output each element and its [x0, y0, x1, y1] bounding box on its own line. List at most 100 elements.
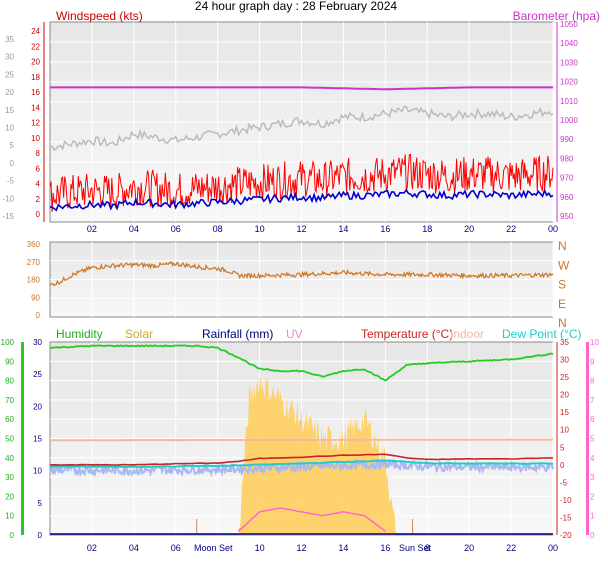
wind-average-line: [49, 188, 554, 212]
direction-tick: 270: [27, 258, 41, 267]
legend-uv: UV: [286, 327, 303, 341]
humidity-tick: 90: [5, 357, 14, 366]
hour-tick-label: 20: [464, 224, 474, 234]
hour-tick-label: 06: [171, 224, 181, 234]
legend-indoor: Indoor: [450, 327, 484, 341]
humidity-tick: 40: [5, 454, 14, 463]
baro-tick: 970: [560, 174, 574, 183]
wind-direction-line: [49, 260, 554, 287]
wind-red-tick: 8: [36, 149, 41, 158]
uv-tick: 6: [590, 415, 595, 424]
rain-tick: 20: [33, 402, 42, 411]
baro-tick: 1010: [560, 97, 578, 106]
uv-tick: 7: [590, 396, 595, 405]
hour-tick-label: 16: [380, 543, 390, 553]
humidity-tick: 10: [5, 512, 14, 521]
wind-red-tick: 20: [31, 58, 40, 67]
baro-tick: 1030: [560, 58, 578, 67]
compass-label: N: [558, 239, 567, 253]
rain-tick: 0: [38, 531, 43, 540]
wind-gray-tick: 25: [5, 70, 14, 79]
wind-red-tick: 6: [36, 164, 41, 173]
hour-tick-label: 22: [506, 224, 516, 234]
baro-tick: 960: [560, 193, 574, 202]
wind-gray-tick: 10: [5, 124, 14, 133]
temp-tick: 5: [560, 443, 565, 452]
temp-tick: 35: [560, 338, 569, 347]
humidity-tick: 100: [1, 338, 15, 347]
hour-tick-label: 20: [464, 543, 474, 553]
wind-red-tick: 12: [31, 119, 40, 128]
wind-red-tick: 16: [31, 88, 40, 97]
direction-tick: 90: [31, 293, 40, 302]
uv-tick: 4: [590, 454, 595, 463]
legend-rainfall: Rainfall (mm): [202, 327, 273, 341]
hour-tick-label: 14: [338, 543, 348, 553]
baro-tick: 950: [560, 212, 574, 221]
uv-tick: 9: [590, 357, 595, 366]
baro-tick: 990: [560, 135, 574, 144]
humidity-tick: 0: [10, 531, 15, 540]
wind-red-tick: 10: [31, 134, 40, 143]
baro-tick: 1040: [560, 39, 578, 48]
uv-tick: 5: [590, 435, 595, 444]
rain-tick: 25: [33, 370, 42, 379]
humidity-line: [49, 344, 554, 382]
legend-humidity: Humidity: [56, 327, 103, 341]
temp-tick: 0: [560, 461, 565, 470]
wind-red-tick: 0: [36, 210, 41, 219]
hour-tick-label: 04: [129, 224, 139, 234]
hour-tick-label: 02: [87, 224, 97, 234]
wind-red-tick: 2: [36, 195, 41, 204]
rain-tick: 15: [33, 435, 42, 444]
rain-tick: 10: [33, 467, 42, 476]
temp-tick: 25: [560, 373, 569, 382]
hour-tick-label: 04: [129, 543, 139, 553]
direction-tick: 180: [27, 276, 41, 285]
hour-tick-label: 14: [338, 224, 348, 234]
humidity-tick: 80: [5, 377, 14, 386]
hour-tick-label: 22: [506, 543, 516, 553]
wind-gray-tick: 0: [10, 159, 15, 168]
legend-dewpoint: Dew Point (°C): [502, 327, 581, 341]
indoor-line: [49, 438, 553, 442]
windspeed-line: [49, 153, 554, 212]
uv-axis-bar: [586, 342, 589, 535]
humidity-tick: 50: [5, 435, 14, 444]
windspeed-label: Windspeed (kts): [56, 9, 143, 23]
wind-red-tick: 22: [31, 42, 40, 51]
compass-label: N: [558, 316, 567, 330]
humidity-tick: 20: [5, 492, 14, 501]
compass-label: S: [558, 278, 566, 292]
temp-tick: -15: [560, 513, 572, 522]
hour-tick-label: 00: [548, 543, 558, 553]
moon-set-label: Moon Set: [194, 543, 233, 553]
barometer-line: [50, 86, 553, 91]
wind-gray-tick: -15: [2, 212, 14, 221]
humidity-tick: 30: [5, 473, 14, 482]
uv-tick: 0: [590, 531, 595, 540]
rain-tick: 30: [33, 338, 42, 347]
direction-tick: 360: [27, 240, 41, 249]
temp-tick: 10: [560, 426, 569, 435]
hour-tick-label: 08: [213, 224, 223, 234]
hour-tick-label: 16: [380, 224, 390, 234]
compass-label: E: [558, 297, 566, 311]
wind-red-tick: 14: [31, 103, 40, 112]
wind-gray-tick: 20: [5, 88, 14, 97]
wind-red-tick: 4: [36, 180, 41, 189]
rain-tick: 5: [38, 499, 43, 508]
temperature-line: [49, 453, 554, 466]
wind-gray-tick: 5: [10, 141, 15, 150]
baro-tick: 1020: [560, 78, 578, 87]
legend-temperature: Temperature (°C): [361, 327, 453, 341]
hour-tick-label: 12: [296, 224, 306, 234]
sun-set-label: Sun Set: [399, 543, 432, 553]
direction-tick: 0: [36, 311, 41, 320]
baro-tick: 1000: [560, 116, 578, 125]
humidity-tick: 60: [5, 415, 14, 424]
hour-tick-label: 10: [255, 224, 265, 234]
humidity-axis-bar: [21, 342, 24, 535]
uv-tick: 10: [590, 338, 599, 347]
